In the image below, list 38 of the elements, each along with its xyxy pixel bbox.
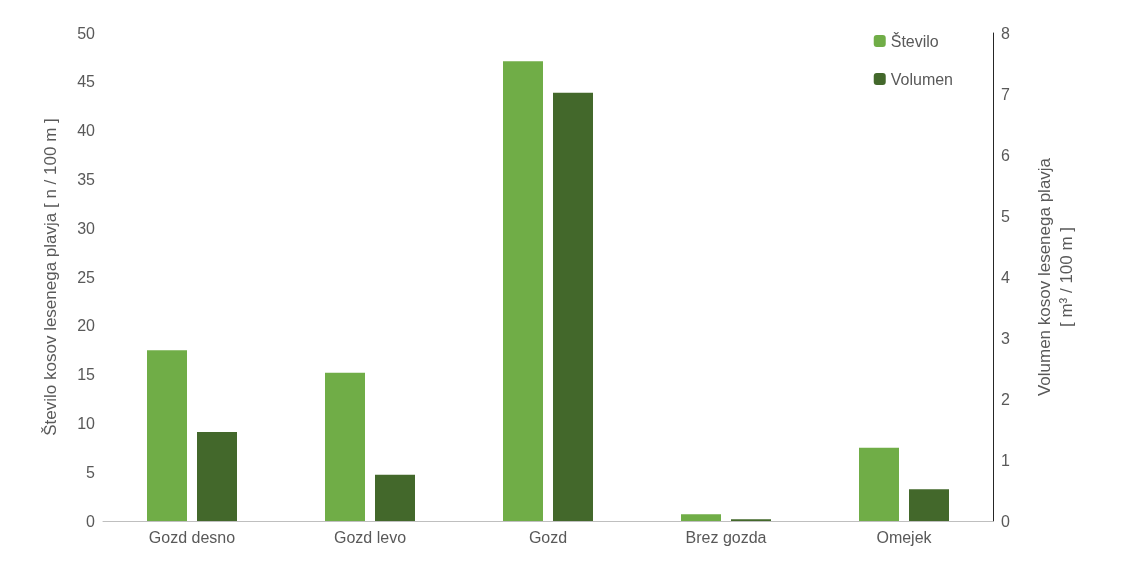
bar (147, 350, 187, 521)
y-tick-label: 15 (77, 366, 96, 384)
y2-tick-label: 0 (1001, 512, 1010, 530)
y-tick-label: 10 (77, 414, 96, 432)
bar (681, 514, 721, 521)
x-tick-label: Gozd desno (148, 528, 236, 546)
y-axis-title: Število kosov lesenega plavja [ n / 100 m ] (40, 118, 60, 436)
x-tick-label: Omejek (876, 528, 933, 546)
legend-label: Volumen (890, 70, 953, 88)
y2-tick-label: 8 (1001, 24, 1010, 42)
x-tick-label: Brez gozda (685, 528, 767, 546)
y-tick-label: 20 (77, 317, 96, 335)
y2-tick-label: 6 (1001, 146, 1010, 164)
y2-tick-label: 3 (1001, 329, 1010, 347)
y2-tick-label: 4 (1001, 268, 1010, 286)
y-tick-label: 45 (77, 73, 96, 91)
bar (375, 474, 415, 521)
legend-label: Število (890, 31, 939, 50)
y-tick-label: 50 (77, 24, 96, 42)
bar (503, 61, 543, 521)
y2-tick-label: 7 (1001, 85, 1010, 103)
bar (553, 92, 593, 521)
bar (909, 489, 949, 521)
y2-tick-label: 1 (1001, 451, 1010, 469)
y-tick-label: 35 (77, 170, 96, 188)
bar (859, 447, 899, 521)
x-tick-label: Gozd (528, 528, 568, 546)
y-tick-label: 0 (86, 512, 96, 530)
y-tick-label: 30 (77, 219, 96, 237)
y2-tick-label: 5 (1001, 207, 1010, 225)
y-tick-label: 25 (77, 268, 96, 286)
bar (325, 372, 365, 521)
x-tick-label: Gozd levo (333, 528, 407, 546)
y2-axis-title: Volumen kosov lesenega plavja [ m³ / 100 m ] (1034, 157, 1076, 397)
bar (197, 431, 237, 521)
y2-tick-label: 2 (1001, 390, 1010, 408)
y-tick-label: 5 (86, 463, 96, 481)
y-tick-label: 40 (77, 122, 96, 140)
